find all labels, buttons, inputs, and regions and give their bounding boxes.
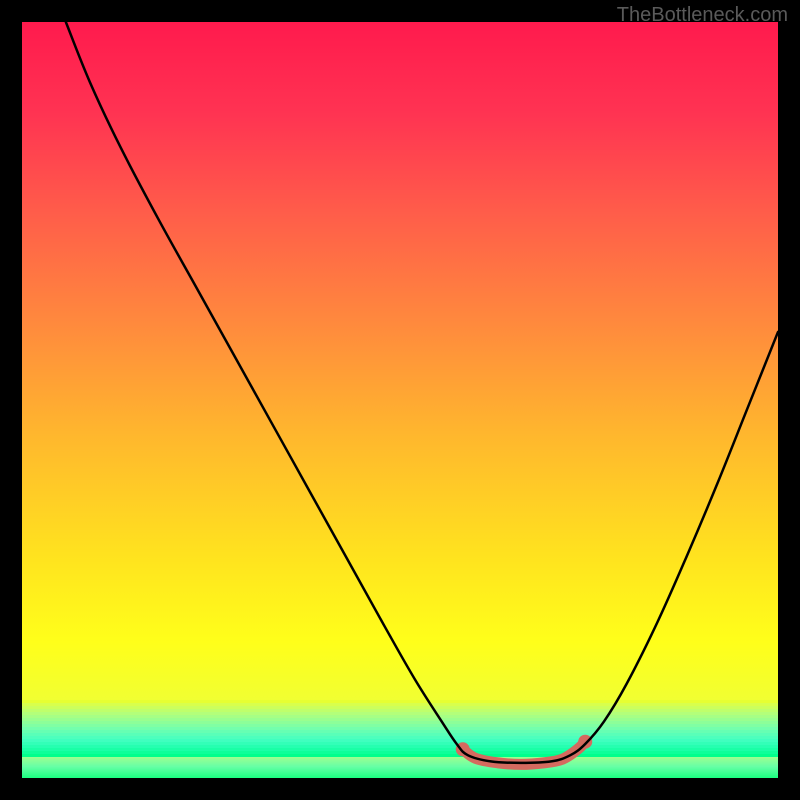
- bottleneck-curve: [66, 22, 778, 763]
- highlight-segment: [463, 742, 585, 765]
- plot-area: [22, 22, 778, 778]
- chart-container: TheBottleneck.com: [0, 0, 800, 800]
- highlight-dot-end: [578, 735, 592, 749]
- curve-layer: [22, 22, 778, 778]
- watermark-text: TheBottleneck.com: [617, 4, 788, 27]
